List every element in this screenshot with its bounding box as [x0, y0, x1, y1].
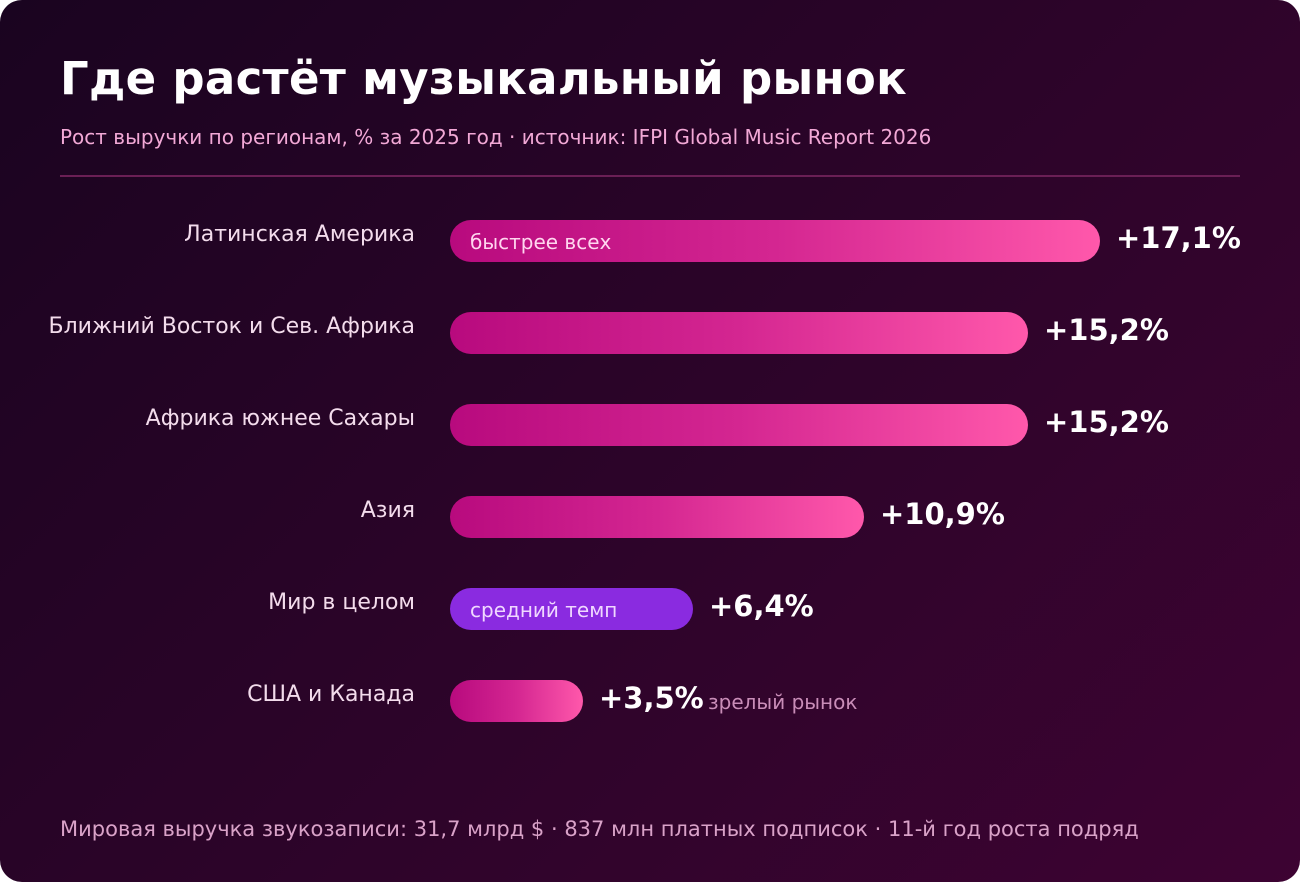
bar: [450, 404, 1028, 446]
category-label: Латинская Америка: [184, 222, 415, 247]
bar-annotation: средний темп: [470, 598, 618, 622]
bar-row: Мир в целом средний темп +6,4%: [0, 588, 1300, 630]
category-label: Ближний Восток и Сев. Африка: [48, 314, 415, 339]
chart-title: Где растёт музыкальный рынок: [60, 52, 907, 105]
bar-row: США и Канада +3,5% зрелый рынок: [0, 680, 1300, 722]
bar: [450, 312, 1028, 354]
category-label: Мир в целом: [268, 590, 415, 615]
category-label: Азия: [360, 498, 415, 523]
bar-row: Африка южнее Сахары +15,2%: [0, 404, 1300, 446]
value-label: +17,1%: [1116, 221, 1241, 255]
value-label: +15,2%: [1044, 405, 1169, 439]
category-label: Африка южнее Сахары: [145, 406, 415, 431]
chart-footer: Мировая выручка звукозаписи: 31,7 млрд $…: [60, 817, 1139, 841]
value-label: +3,5%: [599, 681, 704, 715]
bar: быстрее всех: [450, 220, 1100, 262]
bar: [450, 680, 583, 722]
value-label: +10,9%: [880, 497, 1005, 531]
bar-row: Латинская Америка быстрее всех +17,1%: [0, 220, 1300, 262]
value-label: +15,2%: [1044, 313, 1169, 347]
value-label: +6,4%: [709, 589, 814, 623]
bar-row: Ближний Восток и Сев. Африка +15,2%: [0, 312, 1300, 354]
bar-annotation: быстрее всех: [470, 230, 612, 254]
header-divider: [60, 175, 1240, 177]
bar: средний темп: [450, 588, 693, 630]
bar: [450, 496, 864, 538]
bar-side-annotation: зрелый рынок: [708, 690, 858, 714]
chart-subtitle: Рост выручки по регионам, % за 2025 год …: [60, 125, 932, 149]
bar-row: Азия +10,9%: [0, 496, 1300, 538]
category-label: США и Канада: [247, 682, 415, 707]
